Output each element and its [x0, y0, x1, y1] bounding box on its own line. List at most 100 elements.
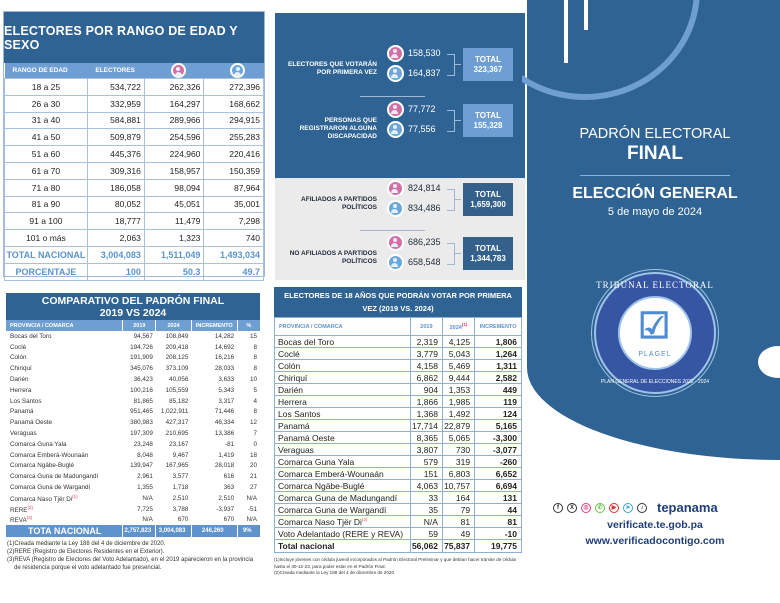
table-cell: 36,423 [133, 376, 153, 384]
table-cell: 13,386 [214, 430, 235, 438]
table-cell: 49 [441, 527, 476, 540]
table-cell: N/A [246, 516, 258, 524]
female-value: 158,530 [387, 45, 441, 63]
youtube-icon[interactable]: ▶ [609, 502, 619, 513]
male-icon [387, 254, 404, 272]
table-cell: Comarca Guna de Madungandí [10, 473, 99, 481]
group-label: PERSONAS QUE REGISTRARON ALGUNA DISCAPAC… [299, 117, 377, 140]
table-cell: Voto Adelantado (RERE y REVA) [274, 527, 411, 540]
table-cell: Chiriquí [274, 371, 411, 384]
instagram-icon[interactable]: ◎ [581, 502, 591, 513]
table-cell: Bocas del Toro [274, 335, 411, 348]
verificadocontigo-link[interactable]: www.verificadocontigo.com [585, 535, 725, 547]
table-cell: 2,510 [218, 494, 235, 502]
tiktok-icon[interactable]: ♪ [637, 502, 647, 513]
male-count: 658,548 [408, 257, 441, 267]
footnote: (1)Incluye jóvenes con cédula juvenil in… [274, 557, 517, 569]
table-cell: 9,444 [441, 371, 476, 384]
first-time-table: PROVINCIA / COMARCA 2019 2024(1) INCREME… [274, 317, 522, 553]
table-cell: 59 [409, 527, 443, 540]
whatsapp-icon[interactable]: ✆ [595, 502, 605, 513]
table-row: Veraguas 197,309 210,695 13,386 7 [6, 428, 260, 439]
row-label: RERE [10, 506, 28, 514]
cover-title-line2: FINAL [627, 143, 683, 164]
table-cell: 18 a 25 [4, 78, 88, 96]
table-cell: 71,446 [214, 408, 235, 416]
table-cell: 14,692 [214, 343, 235, 351]
table-cell: 131 [474, 491, 522, 504]
arrow-icon [455, 199, 461, 200]
footnote: (2)RERE (Registro de Electores Residente… [7, 549, 165, 556]
table-cell: 41 a 50 [4, 128, 88, 147]
table-cell: 31 a 40 [4, 111, 88, 130]
telegram-icon[interactable]: ➤ [623, 502, 633, 513]
table-cell: 94,567 [133, 332, 153, 340]
table-cell: 3,004,083 [155, 525, 192, 538]
table-cell: 61 a 70 [4, 161, 88, 180]
table-row: Voto Adelantado (RERE y REVA) 59 49 -10 [274, 527, 522, 540]
table-cell: 6,862 [409, 371, 443, 384]
table-cell: 332,959 [86, 94, 145, 113]
table-cell: Comarca Guna de Wargandí [274, 503, 411, 516]
table-cell: 20 [249, 462, 257, 470]
table-cell: 21 [249, 473, 257, 481]
first-time-title: ELECTORES DE 18 AÑOS QUE PODRÁN VOTAR PO… [274, 287, 522, 317]
footnote: (1)Creada mediante la Ley 188 del 4 de d… [7, 541, 166, 548]
table-cell: 45,051 [143, 195, 205, 214]
table-row: REVA(3) N/A 670 670 N/A [6, 515, 260, 526]
table-cell: 19,775 [474, 539, 522, 553]
table-row: Panamá Oeste 8,365 5,065 -3,300 [274, 431, 522, 444]
comparison-title-line2: 2019 VS 2024 [99, 307, 167, 319]
table-cell: 8 [253, 408, 257, 416]
female-count: 77,772 [408, 104, 436, 114]
table-cell: 167,965 [165, 462, 189, 470]
cover-title-line1: PADRÓN ELECTORAL [579, 126, 731, 142]
table-cell: Panamá Oeste [10, 419, 53, 427]
total-label: TOTAL [475, 243, 501, 253]
table-cell: 449 [474, 383, 522, 396]
table-cell: Comarca Emberá-Wounaán [10, 451, 89, 459]
table-cell: 17,714 [409, 419, 443, 432]
male-count: 77,556 [408, 124, 436, 134]
table-row: 51 a 60 445,376 224,960 220,416 [4, 145, 264, 163]
table-cell: 139,947 [130, 462, 153, 470]
total-row: Total nacional 56,062 75,837 19,775 [274, 539, 522, 553]
table-cell: Comarca Naso Tjër Di(2) [274, 515, 411, 528]
cover-subtitle: ELECCIÓN GENERAL [572, 185, 738, 202]
table-cell: N/A [246, 494, 258, 502]
social-handle[interactable]: tepanama [657, 500, 718, 515]
first-time-footnotes: (1)Incluye jóvenes con cédula juvenil in… [274, 557, 522, 577]
table-cell: 1,806 [474, 335, 522, 348]
table-row: Los Santos 81,865 85,182 3,317 4 [6, 396, 260, 407]
table-cell: -3,077 [474, 443, 522, 456]
divider [360, 96, 425, 97]
facebook-icon[interactable]: f [553, 502, 563, 513]
disability-group: PERSONAS QUE REGISTRARON ALGUNA DISCAPAC… [275, 101, 525, 151]
table-cell: 1,022,911 [160, 408, 189, 416]
table-cell: 81 [474, 515, 522, 528]
table-cell: 18,777 [86, 212, 145, 231]
col-increment: INCREMENTO [190, 320, 238, 331]
table-row: Comarca Naso Tjër Di(1) N/A 2,510 2,510 N/A [6, 493, 260, 504]
table-cell: -10 [474, 527, 522, 540]
verificate-link[interactable]: verificate.te.gob.pa [607, 519, 703, 531]
table-row: 101 o más 2,063 1,323 740 [4, 229, 264, 247]
female-icon [387, 234, 404, 252]
table-cell: 2,319 [409, 335, 443, 348]
table-cell: 4,063 [409, 479, 443, 492]
table-cell: 164 [441, 491, 476, 504]
bracket [447, 189, 455, 211]
decorative-bar [584, 0, 588, 30]
checkmark-icon: ☑ [638, 305, 671, 346]
table-cell: Darién [274, 383, 411, 396]
table-cell: 208,125 [165, 354, 189, 362]
footnote-marker: (1) [72, 493, 78, 499]
comparison-footnotes: (1)Creada mediante la Ley 188 del 4 de d… [6, 540, 260, 572]
table-cell: 194,726 [130, 343, 153, 351]
x-twitter-icon[interactable]: X [567, 502, 577, 513]
table-cell: 50.3 [143, 262, 205, 281]
table-cell: Comarca Guna de Wargandí [10, 484, 91, 492]
arrow-icon [455, 253, 461, 254]
table-cell: 670 [223, 516, 235, 524]
table-row: Chiriquí 345,076 373,109 28,033 8 [6, 363, 260, 374]
